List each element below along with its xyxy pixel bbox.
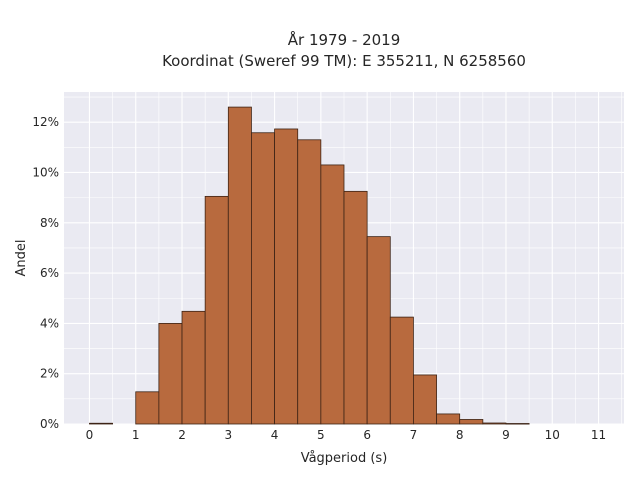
x-tick-label: 8 — [456, 428, 464, 442]
histogram-bar-11 — [343, 190, 368, 425]
histogram-bar-7 — [251, 132, 275, 425]
histogram-bar-17 — [482, 422, 507, 425]
y-axis-ticks: 0% 2% 4% 6% 8% 10% 12% — [32, 115, 59, 431]
x-tick-label: 0 — [86, 428, 94, 442]
y-tick-label: 0% — [40, 417, 59, 431]
y-tick-label: 4% — [40, 316, 59, 330]
x-tick-label: 4 — [271, 428, 279, 442]
y-tick-label: 10% — [32, 165, 59, 179]
x-tick-label: 6 — [363, 428, 371, 442]
y-axis-label: Andel — [14, 240, 29, 277]
chart-title-line-2: Koordinat (Sweref 99 TM): E 355211, N 62… — [162, 52, 526, 70]
x-tick-label: 9 — [502, 428, 510, 442]
x-tick-label: 5 — [317, 428, 325, 442]
histogram-bar-13 — [389, 316, 414, 425]
histogram-bar-3 — [158, 322, 183, 425]
x-axis-label: Vågperiod (s) — [301, 451, 388, 466]
histogram-bar-8 — [274, 128, 299, 425]
y-tick-label: 2% — [40, 367, 59, 381]
histogram-bar-14 — [413, 374, 437, 425]
histogram-bar-15 — [436, 413, 461, 425]
histogram-bar-2 — [135, 391, 160, 425]
y-tick-label: 12% — [32, 115, 59, 129]
x-tick-label: 7 — [410, 428, 418, 442]
x-tick-label: 10 — [545, 428, 560, 442]
histogram-bar-5 — [204, 195, 229, 425]
histogram-bar-6 — [227, 106, 252, 425]
y-tick-label: 6% — [40, 266, 59, 280]
histogram-bar-0 — [89, 422, 113, 425]
x-tick-label: 2 — [178, 428, 186, 442]
x-tick-label: 11 — [591, 428, 606, 442]
histogram-bar-18 — [505, 423, 530, 425]
histogram-bar-16 — [459, 419, 484, 425]
y-tick-label: 8% — [40, 216, 59, 230]
histogram-bar-9 — [297, 139, 322, 425]
histogram-bar-12 — [366, 236, 391, 425]
x-tick-label: 3 — [224, 428, 232, 442]
chart-title-line-1: År 1979 - 2019 — [288, 30, 401, 49]
bars — [89, 106, 530, 425]
x-tick-label: 1 — [132, 428, 140, 442]
histogram-bar-10 — [320, 164, 345, 425]
x-axis-ticks: 0 1 2 3 4 5 6 7 8 9 10 11 — [86, 428, 607, 442]
histogram-bar-4 — [181, 310, 206, 425]
